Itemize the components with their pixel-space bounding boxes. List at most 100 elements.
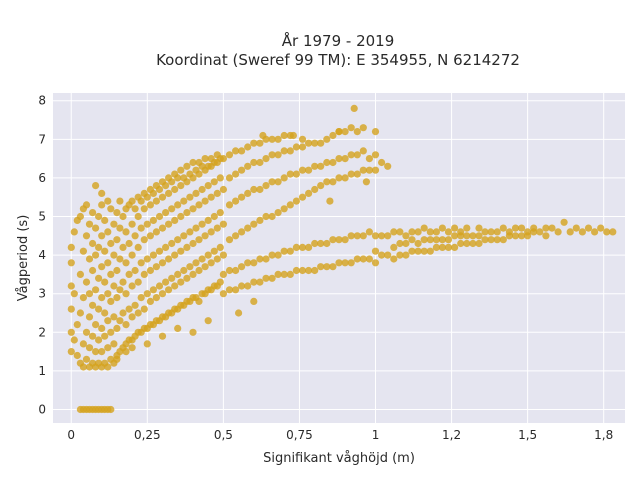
data-point — [113, 266, 121, 275]
data-point — [186, 193, 194, 201]
data-point — [238, 147, 246, 155]
data-point — [95, 243, 103, 251]
data-point — [98, 348, 106, 356]
data-point — [201, 263, 209, 271]
data-point — [444, 243, 453, 251]
data-point — [101, 216, 109, 224]
data-point — [274, 209, 282, 217]
data-point — [438, 224, 446, 232]
data-point — [213, 224, 221, 232]
data-point — [216, 209, 224, 217]
data-point — [335, 236, 343, 244]
data-point — [426, 236, 434, 244]
data-point — [359, 232, 367, 240]
x-tick-label: 0,25 — [134, 428, 161, 442]
data-point — [207, 259, 215, 267]
data-point — [359, 166, 367, 174]
data-point — [92, 321, 100, 329]
data-point — [286, 170, 294, 178]
data-point — [137, 294, 145, 302]
data-point — [244, 282, 252, 290]
data-point — [384, 251, 392, 259]
data-point — [155, 185, 164, 194]
data-point — [116, 286, 124, 294]
data-point — [76, 212, 84, 221]
data-point — [262, 274, 270, 282]
data-point — [286, 247, 294, 255]
y-tick-label: 6 — [38, 171, 46, 185]
data-point — [143, 340, 151, 348]
data-point — [152, 197, 160, 205]
data-point — [134, 243, 142, 251]
data-point — [317, 182, 325, 190]
data-point — [347, 232, 355, 240]
data-point — [578, 228, 587, 236]
data-point — [165, 255, 173, 263]
data-point — [225, 266, 234, 275]
data-point — [329, 263, 337, 271]
data-point — [371, 259, 380, 267]
y-tick-label: 0 — [38, 402, 46, 416]
data-point — [451, 243, 459, 251]
data-point — [104, 259, 112, 267]
data-point — [110, 340, 118, 348]
data-point — [384, 162, 392, 170]
data-point — [493, 228, 501, 236]
data-point — [177, 166, 185, 174]
data-point — [396, 228, 404, 236]
data-point — [259, 131, 267, 140]
data-point — [511, 232, 520, 240]
x-tick-label: 0 — [67, 428, 75, 442]
data-point — [85, 290, 94, 298]
data-point — [128, 197, 136, 205]
data-point — [280, 174, 288, 182]
data-point — [119, 278, 127, 286]
data-point — [371, 151, 380, 159]
data-point — [137, 197, 145, 205]
data-point — [162, 278, 170, 286]
data-point — [317, 139, 325, 147]
data-point — [195, 297, 203, 305]
data-point — [280, 147, 288, 155]
data-point — [107, 297, 115, 305]
data-point — [323, 239, 331, 248]
data-point — [107, 205, 115, 213]
data-point — [131, 205, 139, 213]
data-point — [353, 255, 361, 263]
data-point — [289, 131, 297, 140]
data-point — [140, 236, 148, 244]
data-point — [335, 128, 343, 136]
data-point — [174, 174, 182, 182]
data-point — [530, 224, 538, 232]
data-point — [432, 236, 440, 244]
data-point — [244, 162, 252, 170]
x-tick-label: 1,8 — [594, 428, 613, 442]
data-point — [311, 185, 319, 194]
data-point — [98, 294, 106, 302]
data-point — [98, 263, 106, 271]
data-point — [219, 251, 227, 259]
data-point — [280, 270, 288, 278]
data-point — [311, 162, 319, 170]
data-point — [177, 182, 185, 190]
data-point — [158, 290, 167, 298]
data-point — [451, 224, 459, 232]
data-point — [250, 220, 258, 228]
data-point — [210, 178, 218, 186]
data-point — [67, 305, 75, 313]
data-point — [174, 324, 182, 332]
data-point — [298, 193, 307, 201]
data-point — [305, 166, 313, 174]
data-point — [207, 193, 215, 201]
data-point — [323, 178, 331, 186]
data-point — [256, 139, 264, 147]
data-point — [70, 336, 78, 344]
data-point — [542, 232, 550, 240]
data-point — [219, 290, 227, 298]
data-point — [213, 189, 221, 197]
data-point — [603, 228, 611, 236]
data-point — [292, 266, 300, 275]
data-point — [73, 351, 81, 360]
data-point — [122, 259, 130, 267]
